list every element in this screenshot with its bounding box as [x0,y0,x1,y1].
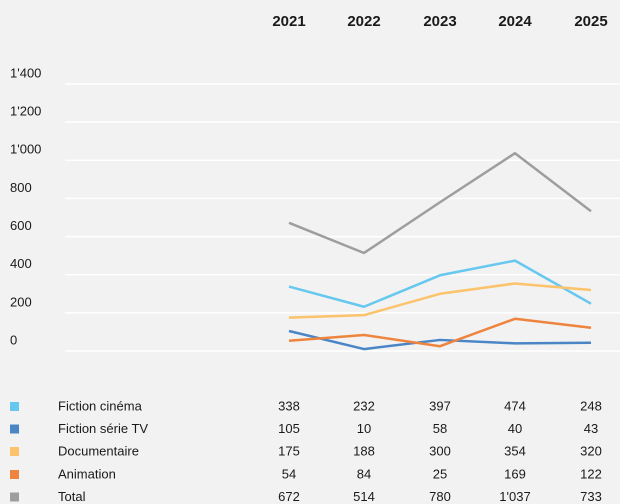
y-tick-label: 1'400 [10,65,41,80]
y-tick-label: 1'000 [10,142,41,157]
table-value: 514 [353,489,375,504]
year-header: 2024 [498,13,532,30]
year-header: 2023 [423,13,456,30]
table-value: 232 [353,398,375,413]
table-value: 780 [429,489,451,504]
y-tick-label: 0 [10,332,17,347]
series-line [288,151,592,255]
table-value: 169 [504,466,526,481]
y-tick-label: 400 [10,256,32,271]
table-value: 175 [278,443,300,458]
year-header: 2022 [347,13,380,30]
table-value: 1'037 [499,489,530,504]
year-header: 2025 [574,13,607,30]
legend-swatch [10,447,19,456]
legend-label: Fiction série TV [58,421,148,436]
table-value: 58 [433,421,447,436]
table-value: 40 [508,421,522,436]
series-line [288,329,592,351]
year-header: 2021 [272,13,305,30]
y-tick-label: 1'200 [10,104,41,119]
series-line [288,282,592,319]
y-tick-label: 600 [10,218,32,233]
table-value: 10 [357,421,371,436]
legend-label: Fiction cinéma [58,398,143,413]
table-value: 733 [580,489,602,504]
legend-swatch [10,492,19,502]
y-tick-label: 200 [10,294,32,309]
legend-label: Total [58,489,86,504]
table-value: 43 [584,421,598,436]
legend-label: Documentaire [58,443,139,458]
table-value: 338 [278,398,300,413]
table-value: 105 [278,421,300,436]
table-value: 248 [580,398,602,413]
series-line [288,317,592,348]
table-value: 122 [580,466,602,481]
series-line [288,259,592,309]
table-value: 84 [357,466,371,481]
legend-swatch [10,470,19,479]
legend-swatch [10,402,19,411]
table-value: 188 [353,443,375,458]
table-value: 54 [282,466,296,481]
table-value: 474 [504,398,526,413]
legend-swatch [10,424,19,434]
table-value: 354 [504,443,526,458]
table-value: 25 [433,466,447,481]
table-value: 397 [429,398,451,413]
table-value: 672 [278,489,300,504]
y-tick-label: 800 [10,180,32,195]
table-value: 300 [429,443,451,458]
table-value: 320 [580,443,602,458]
legend-label: Animation [58,466,116,481]
